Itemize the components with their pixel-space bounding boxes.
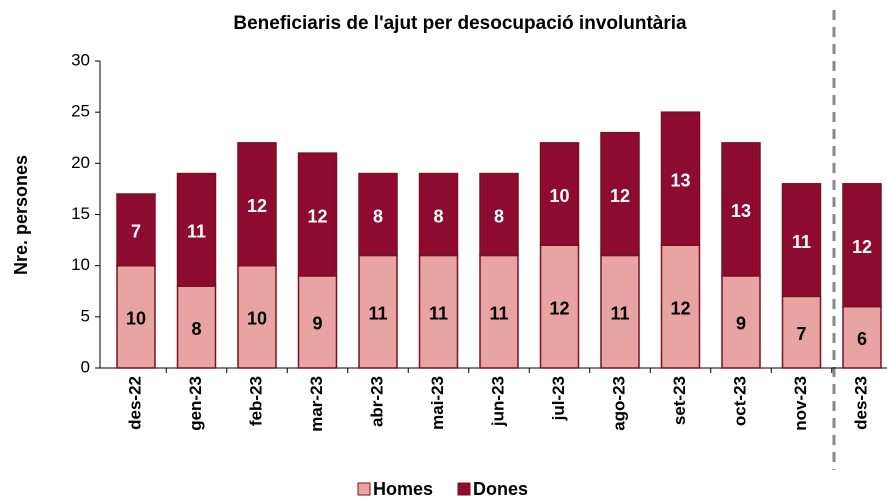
x-tick-label: feb-23 [246, 376, 265, 426]
y-tick-label: 0 [81, 357, 90, 376]
x-tick-label: mar-23 [307, 376, 326, 432]
value-label: 7 [796, 324, 806, 344]
value-label: 11 [368, 303, 387, 323]
value-label: 10 [549, 186, 569, 206]
bar-segment [297, 275, 338, 369]
bar-segment [358, 172, 398, 257]
x-tick-label: oct-23 [730, 376, 749, 426]
value-label: 12 [670, 298, 690, 318]
x-tick-label: des-23 [851, 376, 870, 430]
value-label: 13 [670, 170, 690, 190]
value-label: 12 [549, 298, 569, 318]
x-tick-label: des-22 [125, 376, 144, 430]
y-tick-label: 10 [71, 255, 90, 274]
bar-segment [842, 305, 882, 369]
bar-segment [479, 254, 519, 369]
value-label: 7 [131, 222, 141, 242]
x-tick-label: nov-23 [791, 376, 810, 431]
value-label: 11 [792, 232, 811, 252]
bar-segment [237, 264, 277, 369]
value-label: 12 [610, 186, 630, 206]
value-label: 6 [857, 329, 867, 349]
bar-segment [237, 142, 277, 267]
value-label: 13 [731, 201, 751, 221]
value-label: 12 [247, 196, 267, 216]
bar-segment [539, 244, 580, 369]
legend-label: Dones [473, 479, 528, 499]
y-axis-label: Nre. persones [11, 155, 31, 275]
legend-label: Homes [373, 479, 433, 499]
legend-swatch [357, 482, 371, 496]
x-tick-label: jun-23 [488, 376, 507, 427]
bar-segment [479, 172, 519, 257]
value-label: 9 [736, 314, 746, 334]
value-label: 8 [191, 319, 201, 339]
value-label: 8 [433, 206, 443, 226]
value-label: 11 [610, 303, 629, 323]
y-tick-label: 25 [71, 102, 90, 121]
x-tick-label: ago-23 [609, 376, 628, 431]
bar-segment [721, 142, 761, 277]
bar-segment [539, 142, 580, 246]
x-tick-label: abr-23 [367, 376, 386, 427]
bar-segment [297, 152, 338, 277]
value-label: 9 [312, 314, 322, 334]
y-tick-label: 15 [71, 204, 90, 223]
value-label: 11 [187, 222, 206, 242]
y-tick-label: 5 [81, 306, 90, 325]
y-tick-label: 20 [71, 153, 90, 172]
bar-segment [600, 131, 640, 257]
x-tick-label: set-23 [670, 376, 689, 425]
value-label: 8 [494, 206, 504, 226]
chart-title: Beneficiaris de l'ajut per desocupació i… [233, 13, 687, 34]
value-label: 11 [429, 303, 448, 323]
x-tick-label: mai-23 [428, 376, 447, 430]
legend-swatch [457, 482, 471, 496]
value-label: 10 [126, 309, 146, 329]
value-label: 11 [489, 303, 508, 323]
bar-segment [781, 183, 822, 298]
value-label: 8 [373, 206, 383, 226]
bar-segment [116, 264, 156, 369]
bar-segment [116, 193, 156, 267]
bar-segment [418, 172, 459, 257]
x-tick-label: gen-23 [186, 376, 205, 431]
bar-segment [660, 244, 701, 369]
bar-segment [660, 111, 701, 246]
bar-segment [721, 275, 761, 369]
bar-segment [842, 183, 882, 308]
bar-segment [176, 172, 217, 287]
x-tick-label: jul-23 [549, 376, 568, 421]
value-label: 12 [307, 206, 327, 226]
value-label: 10 [247, 309, 267, 329]
value-label: 12 [852, 237, 872, 257]
y-tick-label: 30 [71, 50, 90, 69]
